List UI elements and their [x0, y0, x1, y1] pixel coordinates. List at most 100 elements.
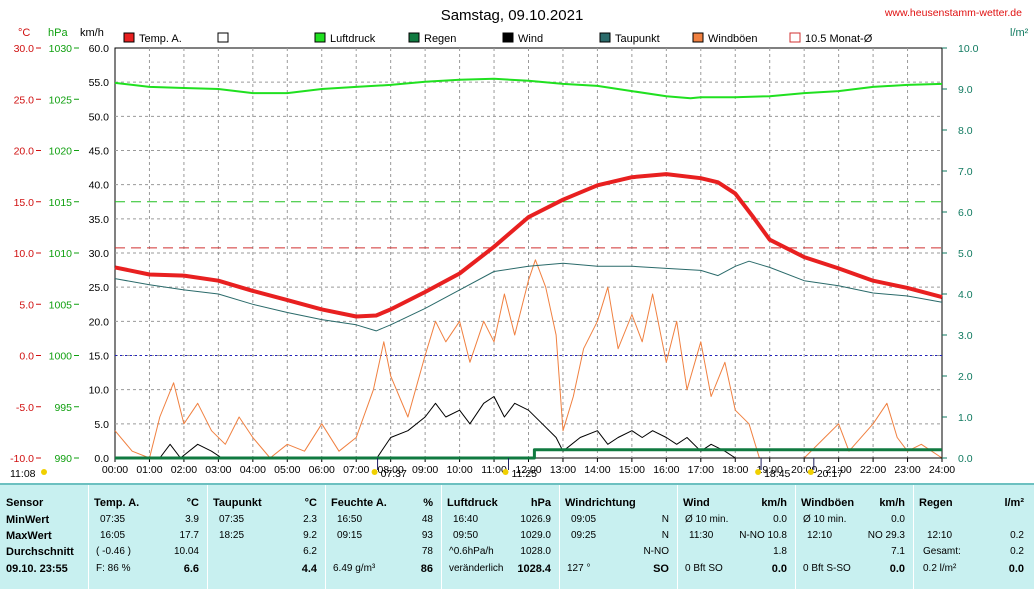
rain-tick-label: 1.0: [958, 412, 973, 424]
rain-tick-label: 6.0: [958, 207, 973, 219]
wdir-min-time: 09:05: [571, 514, 597, 525]
sun-icon: [502, 469, 509, 475]
temp-tick-label: 20.0: [14, 146, 35, 158]
gust-current: 0.0: [889, 563, 905, 575]
pressure-tick-label: 1005: [49, 299, 73, 311]
temp-tick-label: 30.0: [14, 43, 35, 55]
time-marker-label: 11:25: [512, 468, 538, 480]
wdir-max-time: 09:25: [571, 530, 597, 541]
rain-tick-label: 4.0: [958, 289, 973, 301]
header-humidity-unit: %: [423, 497, 433, 509]
sun-icon: [755, 469, 762, 475]
temp-tick-label: 0.0: [19, 351, 34, 363]
series-luftdruck: [114, 77, 943, 100]
dew-current: 4.4: [301, 563, 317, 575]
temp-tick-label: -5.0: [16, 402, 34, 414]
header-temp: Temp. A.: [94, 497, 140, 509]
rain-tick-label: 8.0: [958, 125, 973, 137]
x-tick-label: 13:00: [550, 464, 576, 476]
header-temp-unit: °C: [186, 497, 199, 509]
x-tick-label: 15:00: [619, 464, 645, 476]
press-avg-extra: ^0.6hPa/h: [449, 546, 494, 557]
header-pressure-unit: hPa: [530, 497, 551, 509]
legend-label: Regen: [424, 33, 456, 45]
temp-max-time: 16:05: [100, 530, 126, 541]
wind-max-time: 11:30: [689, 530, 714, 541]
temp-unit-label: °C: [18, 27, 30, 39]
hum-cur-extra: 6.49 g/m³: [333, 563, 376, 574]
stats-col-rain: Regen l/m² 12:10 0.2 Gesamt: 0.2 0.2 l/m² 0.…: [913, 485, 1034, 589]
wind-tick-label: 45.0: [89, 146, 110, 158]
rain-tick-label: 2.0: [958, 371, 973, 383]
rain-avg: 0.2: [1010, 546, 1024, 557]
wind-max: N-NO 10.8: [739, 530, 787, 541]
press-max: 1029.0: [520, 530, 551, 541]
weather-chart: 00:00 01:00 02:00 03:00 04:00 05:00 06:00 07:00…: [10, 7, 1029, 480]
rain-avg-extra: Gesamt:: [923, 546, 961, 557]
gust-min-time: Ø 10 min.: [803, 514, 847, 525]
x-tick-label: 23:00: [894, 464, 920, 476]
website-label: www.heusenstamm-wetter.de: [884, 7, 1022, 19]
temp-avg-extra: ( -0.46 ): [96, 546, 132, 557]
rain-tick-label: 5.0: [958, 248, 973, 260]
press-min-time: 16:40: [453, 514, 479, 525]
wdir-avg: N-NO: [643, 546, 669, 557]
legend-swatch: [502, 32, 514, 43]
stats-table: Sensor MinWert MaxWert Durchschnitt 09.1…: [0, 483, 1034, 589]
gust-max: NO 29.3: [867, 530, 905, 541]
temp-tick-label: -10.0: [10, 453, 34, 465]
x-tick-label: 00:00: [102, 464, 128, 476]
header-dew-unit: °C: [304, 497, 317, 509]
pressure-tick-label: 1010: [49, 248, 73, 260]
stats-col-dew: Taupunkt °C 07:35 2.3 18:25 9.2 6.2 4.4: [207, 485, 326, 589]
temp-max: 17.7: [179, 530, 199, 541]
hum-max-time: 09:15: [337, 530, 363, 541]
legend-label: Luftdruck: [330, 33, 376, 45]
legend-label: Windböen: [708, 33, 758, 45]
legend-label: 10.5 Monat-Ø: [805, 33, 873, 45]
hum-max: 93: [421, 530, 433, 541]
rain-tick-label: 0.0: [958, 453, 973, 465]
wind-min-time: Ø 10 min.: [685, 514, 729, 525]
time-marker-label: 07:37: [381, 468, 407, 480]
x-tick-label: 07:00: [343, 464, 369, 476]
legend-swatch: [599, 32, 611, 43]
stats-col-wind-direction: Windrichtung 09:05 N 09:25 N N-NO 127 ° SO: [559, 485, 678, 589]
legend-swatch: [217, 32, 229, 43]
dew-avg: 6.2: [303, 546, 317, 557]
stats-col-sensor: Sensor MinWert MaxWert Durchschnitt 09.1…: [0, 485, 89, 589]
x-tick-label: 06:00: [309, 464, 335, 476]
header-gust: Windböen: [801, 497, 855, 509]
stats-col-wind: Wind km/h Ø 10 min. 0.0 11:30 N-NO 10.8 1.8…: [677, 485, 796, 589]
x-tick-label: 18:00: [722, 464, 748, 476]
rain-max: 0.2: [1010, 530, 1024, 541]
temp-min: 3.9: [185, 514, 199, 525]
x-tick-label: 09:00: [412, 464, 438, 476]
dew-min-time: 07:35: [219, 514, 245, 525]
legend-label: Taupunkt: [615, 33, 660, 45]
header-rain: Regen: [919, 497, 953, 509]
x-tick-label: 16:00: [653, 464, 679, 476]
pressure-tick-label: 1000: [49, 351, 73, 363]
rain-tick-label: 9.0: [958, 84, 973, 96]
hum-min: 48: [421, 514, 433, 525]
header-pressure: Luftdruck: [447, 497, 498, 509]
pressure-tick-label: 990: [54, 453, 72, 465]
rain-tick-label: 7.0: [958, 166, 973, 178]
x-tick-label: 11:00: [481, 464, 507, 476]
rain-max-time: 12:10: [927, 530, 953, 541]
wind-tick-label: 50.0: [89, 111, 110, 123]
x-tick-label: 10:00: [446, 464, 472, 476]
weather-chart-svg: 00:00 01:00 02:00 03:00 04:00 05:00 06:00 07:00…: [10, 7, 1029, 480]
press-max-time: 09:50: [453, 530, 479, 541]
temp-tick-label: 25.0: [14, 94, 35, 106]
legend-label: Wind: [518, 33, 543, 45]
press-current: 1028.4: [517, 563, 551, 575]
dew-max-time: 18:25: [219, 530, 245, 541]
wind-current: 0.0: [771, 563, 787, 575]
rain-current: 0.0: [1008, 563, 1024, 575]
wdir-cur-extra: 127 °: [567, 563, 591, 574]
legend-swatch: [408, 32, 420, 43]
legend-swatch: [789, 32, 801, 43]
sun-icon: [807, 469, 814, 475]
